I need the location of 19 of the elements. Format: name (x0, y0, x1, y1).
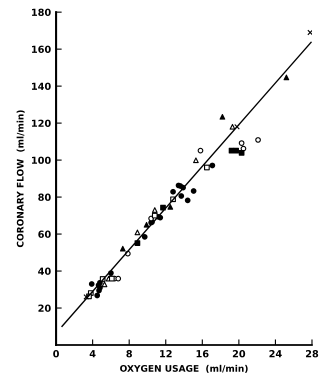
x-tick-label: 4 (90, 350, 96, 358)
y-tick-label: 160 (32, 46, 51, 53)
y-tick-label: 20 (38, 304, 51, 312)
x-tick-label: 24 (269, 350, 282, 358)
x-tick-label: 0 (53, 350, 59, 358)
y-tick-label: 60 (38, 230, 51, 238)
y-axis-title: CORONARY FLOW (ml/min) (16, 110, 25, 248)
y-tick-label: 140 (32, 82, 51, 90)
y-tick-label: 180 (32, 8, 51, 16)
x-axis-title: OXYGEN USAGE (ml/min) (120, 364, 248, 373)
y-tick-label: 80 (38, 194, 51, 201)
y-tick-label: 40 (38, 268, 51, 275)
x-tick-label: 20 (232, 350, 246, 358)
x-tick-label: 16 (196, 350, 209, 358)
y-tick-label: 100 (32, 156, 51, 164)
x-tick-label: 8 (126, 350, 132, 358)
y-tick-label: 120 (32, 120, 51, 127)
x-tick-label: 28 (306, 350, 318, 358)
x-tick-label: 12 (160, 350, 172, 358)
